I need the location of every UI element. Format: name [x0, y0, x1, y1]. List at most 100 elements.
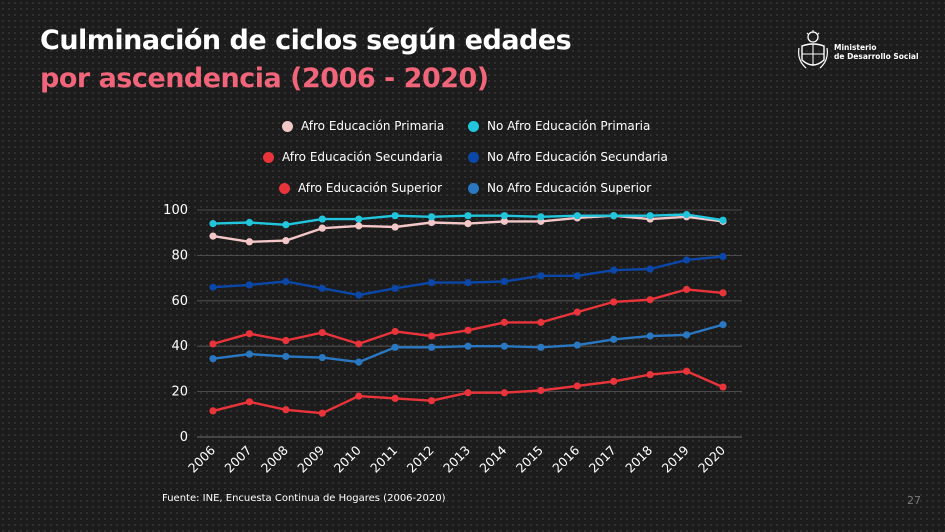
data-point — [682, 210, 691, 219]
y-tick-label: 40 — [171, 339, 188, 354]
data-point — [282, 406, 290, 414]
data-point — [318, 224, 326, 232]
data-point — [391, 343, 399, 351]
data-point — [355, 340, 363, 348]
data-point — [427, 279, 436, 287]
x-tick-label: 2007 — [221, 443, 254, 476]
data-point — [391, 284, 399, 292]
y-tick-label: 80 — [171, 248, 188, 263]
legend-label: No Afro Educación Secundaria — [487, 150, 668, 164]
data-point — [282, 336, 290, 345]
data-point — [682, 285, 691, 294]
data-point — [500, 318, 509, 326]
x-tick-label: 2015 — [513, 443, 546, 476]
data-point — [464, 389, 472, 397]
data-point — [610, 377, 618, 385]
data-point — [318, 328, 326, 337]
data-point — [646, 296, 654, 304]
data-point — [573, 382, 581, 390]
x-tick-label: 2020 — [695, 442, 728, 475]
data-point — [682, 256, 691, 264]
legend-dot-icon — [282, 120, 293, 132]
data-point — [500, 217, 509, 225]
ministry-logo: Ministerio de Desarrollo Social — [798, 30, 919, 74]
logo-text-line-2: de Desarrollo Social — [834, 52, 919, 61]
data-point — [355, 215, 363, 223]
legend-afro-secundaria: Afro Educación Secundaria — [263, 150, 443, 164]
data-point — [391, 223, 399, 231]
data-point — [500, 389, 509, 397]
data-point — [209, 355, 217, 363]
data-point — [610, 298, 618, 306]
data-point — [355, 291, 363, 299]
x-tick-label: 2009 — [294, 442, 327, 475]
data-point — [427, 213, 436, 221]
legend-label: Afro Educación Primaria — [301, 119, 445, 133]
data-point — [464, 279, 472, 287]
legend-label: Afro Educación Superior — [298, 181, 443, 195]
data-point — [318, 284, 326, 292]
data-point — [537, 318, 545, 326]
legend-no-afro-secundaria: No Afro Educación Secundaria — [468, 150, 668, 164]
data-point — [464, 342, 472, 350]
data-point — [464, 326, 472, 334]
data-point — [391, 394, 399, 403]
data-point — [209, 283, 217, 291]
data-point — [610, 212, 618, 220]
data-point — [282, 221, 290, 229]
title-line-2: por ascendencia (2006 - 2020) — [40, 63, 489, 94]
data-point — [391, 212, 399, 220]
data-point — [537, 343, 545, 351]
data-point — [427, 397, 436, 405]
data-point — [245, 281, 254, 289]
legend-label: Afro Educación Secundaria — [282, 150, 443, 164]
data-point — [391, 327, 399, 336]
data-point — [245, 350, 254, 358]
source-note: Fuente: INE, Encuesta Continua de Hogare… — [162, 493, 446, 504]
data-point — [427, 218, 436, 227]
legend-label: No Afro Educación Superior — [487, 181, 652, 195]
legend-no-afro-superior: No Afro Educación Superior — [468, 181, 651, 195]
data-point — [719, 216, 727, 224]
page-number: 27 — [907, 494, 921, 507]
data-point — [610, 266, 618, 274]
data-point — [573, 308, 581, 316]
data-point — [646, 332, 654, 340]
data-point — [282, 237, 290, 245]
data-point — [209, 232, 217, 240]
x-tick-label: 2011 — [367, 443, 400, 476]
legend-dot-icon — [279, 182, 290, 194]
data-point — [537, 386, 545, 395]
logo-text-line-1: Ministerio — [834, 43, 877, 52]
legend-no-afro-primaria: No Afro Educación Primaria — [468, 119, 650, 133]
x-tick-label: 2012 — [404, 443, 437, 476]
data-point — [355, 358, 363, 366]
data-point — [209, 340, 217, 348]
x-tick-label: 2013 — [440, 443, 473, 476]
data-point — [318, 353, 326, 362]
data-point — [573, 212, 581, 220]
data-point — [682, 367, 691, 375]
data-point — [427, 332, 436, 340]
data-point — [282, 277, 290, 286]
data-point — [646, 370, 654, 379]
data-point — [209, 407, 217, 415]
legend-label: No Afro Educación Primaria — [487, 119, 651, 133]
y-tick-label: 20 — [171, 385, 188, 400]
x-tick-label: 2006 — [185, 442, 218, 475]
legend-dot-icon — [468, 120, 479, 132]
data-point — [209, 220, 217, 228]
data-point — [719, 321, 727, 329]
data-point — [500, 342, 509, 350]
data-point — [610, 335, 618, 343]
legend-dot-icon — [468, 151, 479, 163]
data-point — [646, 212, 654, 220]
x-tick-label: 2008 — [258, 442, 291, 475]
data-point — [245, 330, 254, 338]
data-point — [573, 272, 581, 280]
data-point — [355, 222, 363, 230]
data-point — [719, 383, 727, 391]
data-point — [282, 352, 290, 361]
x-tick-label: 2019 — [659, 442, 692, 475]
